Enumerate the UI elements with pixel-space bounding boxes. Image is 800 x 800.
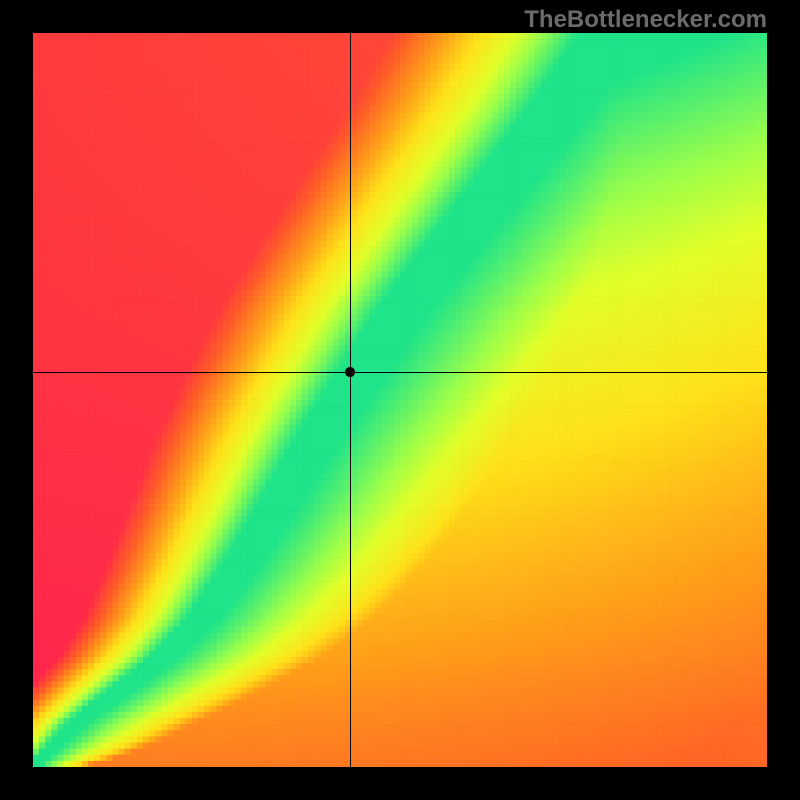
chart-container: TheBottlenecker.com [0,0,800,800]
bottleneck-heatmap [33,33,767,767]
watermark-text: TheBottlenecker.com [524,6,767,34]
